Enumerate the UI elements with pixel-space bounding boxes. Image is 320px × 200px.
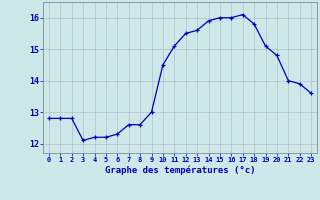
X-axis label: Graphe des températures (°c): Graphe des températures (°c) bbox=[105, 166, 255, 175]
